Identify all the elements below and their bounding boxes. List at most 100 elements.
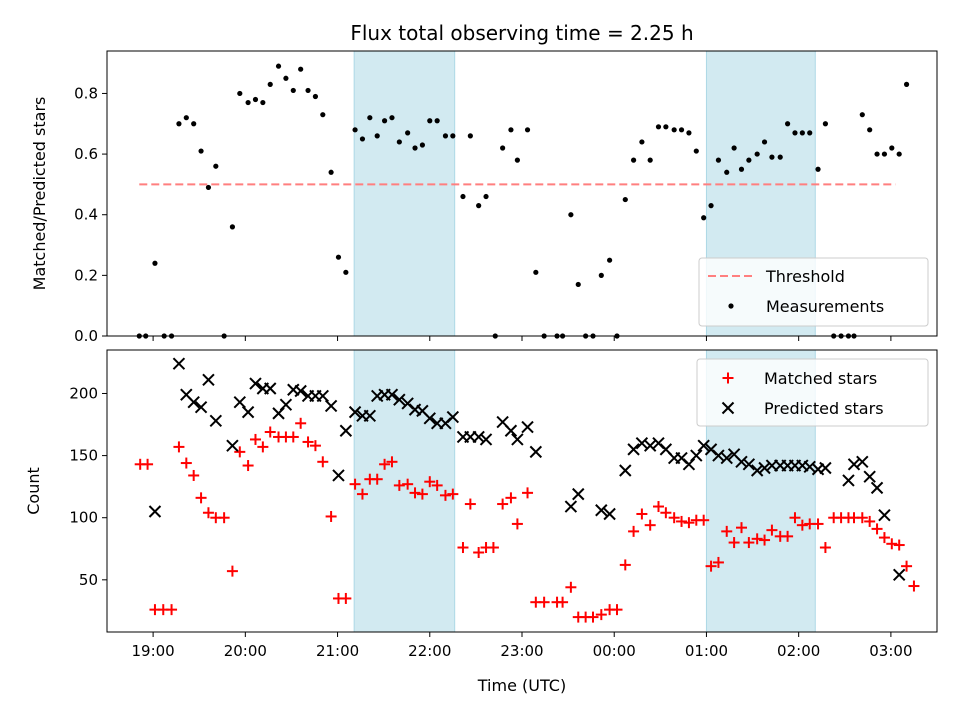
matched-star-point xyxy=(195,492,207,504)
measurement-point xyxy=(396,139,402,145)
measurement-point xyxy=(731,145,737,151)
bottom-axes-frame xyxy=(106,349,938,633)
matched-star-point xyxy=(416,488,428,500)
legend-predicted-marker xyxy=(721,401,735,415)
measurement-point xyxy=(442,133,449,139)
matched-star-point xyxy=(409,487,421,499)
matched-star-point xyxy=(302,436,314,448)
matched-star-point xyxy=(309,440,321,452)
measurement-point xyxy=(738,166,745,172)
measurement-point xyxy=(389,115,395,121)
predicted-star-point xyxy=(202,373,215,387)
measurement-point xyxy=(630,157,637,163)
matched-star-point xyxy=(908,580,920,592)
measurement-point xyxy=(320,112,326,118)
x-tick-label: 22:00 xyxy=(408,642,451,660)
measurement-point xyxy=(191,121,197,127)
matched-star-point xyxy=(439,489,451,501)
matched-star-point xyxy=(728,537,740,549)
predicted-star-point xyxy=(249,377,262,390)
measurement-point xyxy=(237,90,243,97)
matched-star-point xyxy=(371,473,383,485)
predicted-star-point xyxy=(863,470,876,483)
measurement-point xyxy=(245,99,251,106)
measurement-point xyxy=(647,157,653,163)
matched-star-point xyxy=(751,533,763,545)
bottom-y-axis-label: Count xyxy=(24,467,43,515)
predicted-star-point xyxy=(148,505,162,518)
measurement-point xyxy=(267,81,273,87)
predicted-star-point xyxy=(750,464,764,477)
predicted-star-point xyxy=(878,509,891,522)
measurement-point xyxy=(867,127,873,133)
measurement-point xyxy=(903,81,910,87)
predicted-star-point xyxy=(712,449,725,462)
measurement-point xyxy=(176,121,182,127)
measurement-point xyxy=(822,121,829,127)
predicted-star-point xyxy=(294,384,307,398)
legend-measurement-swatch xyxy=(728,303,734,309)
matched-star-point xyxy=(457,542,469,554)
matched-star-point xyxy=(447,488,459,500)
matched-star-point xyxy=(522,487,534,499)
measurement-point xyxy=(746,157,752,163)
matched-star-point xyxy=(611,604,623,616)
measurement-point xyxy=(450,133,456,139)
matched-star-point xyxy=(264,426,276,438)
measurement-point xyxy=(514,157,520,163)
predicted-star-point xyxy=(363,409,377,423)
matched-star-point xyxy=(759,534,771,546)
matched-star-point xyxy=(173,441,185,453)
matched-star-point xyxy=(644,519,656,531)
bottom-y-axis-ticks: 50 100 150 200 xyxy=(69,384,107,589)
x-tick-label: 01:00 xyxy=(685,642,728,660)
chart-title: Flux total observing time = 2.25 h xyxy=(350,21,693,45)
predicted-star-point xyxy=(241,405,255,419)
matched-star-point xyxy=(325,510,337,522)
predicted-star-point xyxy=(194,400,208,414)
measurement-point xyxy=(785,121,791,127)
predicted-star-point xyxy=(720,451,733,465)
measurement-point xyxy=(671,127,677,133)
measurement-point xyxy=(252,96,259,103)
predicted-star-point xyxy=(472,430,485,444)
measurement-point xyxy=(405,130,411,136)
predicted-star-point xyxy=(332,469,345,482)
matched-star-point xyxy=(660,507,672,519)
matched-star-point xyxy=(743,537,755,549)
measurement-point xyxy=(524,127,531,133)
matched-star-point xyxy=(652,501,664,513)
measurement-point xyxy=(500,145,506,151)
measurement-point xyxy=(575,281,581,288)
legend-matched-swatch xyxy=(722,372,734,384)
bottom-panel: 50 100 150 200 19:00 20:00 21:00 22:00 23:00 00:… xyxy=(24,349,938,695)
measurement-point xyxy=(896,151,902,157)
matched-star-point xyxy=(587,611,599,623)
matched-star-point xyxy=(628,525,640,537)
measurement-point xyxy=(298,66,304,72)
measurement-point xyxy=(312,93,319,100)
matched-star-point xyxy=(676,515,688,527)
predicted-star-point xyxy=(690,449,703,462)
predicted-star-point xyxy=(635,436,649,450)
predicted-star-point xyxy=(479,433,493,446)
measurement-point xyxy=(374,133,380,139)
matched-star-point xyxy=(901,560,913,572)
measurement-point xyxy=(622,196,628,203)
predicted-star-point xyxy=(735,455,748,469)
y-tick-label: 0.4 xyxy=(74,206,98,224)
measurement-point xyxy=(708,203,714,209)
measurement-point xyxy=(183,115,189,121)
predicted-star-point xyxy=(819,461,832,475)
measurement-point xyxy=(754,151,760,157)
measurement-point xyxy=(655,124,662,130)
measurement-point xyxy=(663,124,669,130)
matched-stars-points xyxy=(134,417,920,623)
matched-star-point xyxy=(505,492,517,504)
matched-star-point xyxy=(242,460,254,472)
matched-star-point xyxy=(402,478,414,490)
predicted-star-point xyxy=(803,460,816,473)
measurement-point xyxy=(460,193,466,200)
y-tick-label: 0.0 xyxy=(74,327,98,345)
x-tick-label: 23:00 xyxy=(500,642,543,660)
